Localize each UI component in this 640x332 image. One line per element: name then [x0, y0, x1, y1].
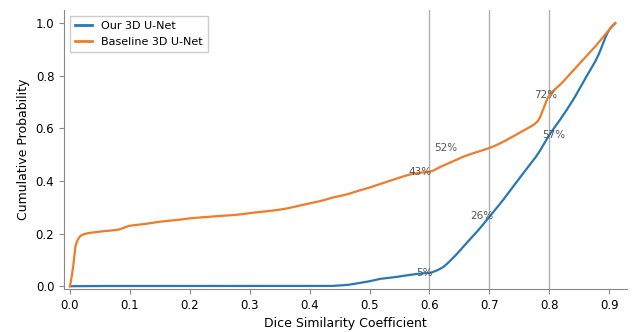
Baseline 3D U-Net	[66, 284, 74, 288]
Baseline 3D U-Net	[598, 36, 606, 40]
Baseline 3D U-Net	[611, 21, 619, 25]
Our 3D U-Net	[390, 275, 398, 279]
Baseline 3D U-Net	[325, 197, 333, 201]
Line: Baseline 3D U-Net: Baseline 3D U-Net	[70, 23, 615, 286]
Baseline 3D U-Net	[328, 196, 336, 200]
Our 3D U-Net	[611, 21, 619, 25]
Text: 52%: 52%	[435, 143, 458, 153]
Our 3D U-Net	[361, 280, 369, 284]
Text: 43%: 43%	[408, 167, 431, 177]
X-axis label: Dice Similarity Coefficient: Dice Similarity Coefficient	[264, 317, 427, 330]
Text: 72%: 72%	[534, 90, 557, 101]
Our 3D U-Net	[328, 284, 336, 288]
Y-axis label: Cumulative Probability: Cumulative Probability	[17, 79, 30, 220]
Baseline 3D U-Net	[390, 177, 398, 181]
Line: Our 3D U-Net: Our 3D U-Net	[70, 23, 615, 286]
Our 3D U-Net	[66, 284, 74, 288]
Baseline 3D U-Net	[513, 132, 521, 136]
Our 3D U-Net	[513, 180, 521, 184]
Baseline 3D U-Net	[361, 187, 369, 191]
Text: 26%: 26%	[470, 211, 493, 221]
Our 3D U-Net	[325, 284, 333, 288]
Our 3D U-Net	[598, 44, 606, 48]
Text: 5%: 5%	[416, 268, 433, 278]
Legend: Our 3D U-Net, Baseline 3D U-Net: Our 3D U-Net, Baseline 3D U-Net	[70, 16, 208, 52]
Text: 57%: 57%	[542, 130, 565, 140]
